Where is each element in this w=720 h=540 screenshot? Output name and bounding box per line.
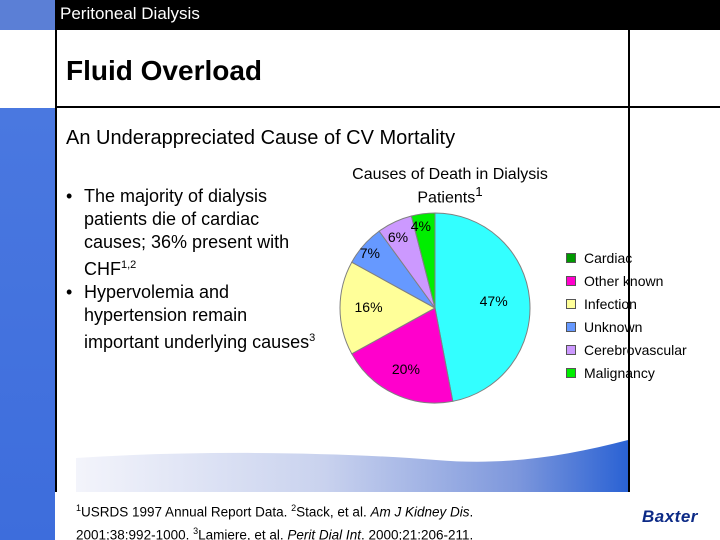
legend-item: Infection	[566, 292, 687, 315]
right-divider	[628, 30, 630, 492]
legend-swatch	[566, 344, 576, 355]
chart-legend: Cardiac Other known Infection Unknown Cerebr…	[566, 246, 687, 384]
legend-item: Cardiac	[566, 246, 687, 269]
slide-title: Fluid Overload	[66, 55, 263, 86]
legend-item: Unknown	[566, 315, 687, 338]
pie-slice-infection	[339, 261, 437, 355]
legend-item: Other known	[566, 269, 687, 292]
header-bar: Peritoneal Dialysis	[0, 0, 720, 30]
legend-item: Malignancy	[566, 361, 687, 384]
pie-slice-cardiac	[434, 212, 531, 402]
pie-label: 20%	[391, 360, 420, 377]
legend-label: Other known	[584, 272, 664, 289]
pie-label: 47%	[479, 293, 508, 310]
footnote: 1USRDS 1997 Annual Report Data. 2Stack, …	[76, 503, 474, 540]
left-accent-strip	[0, 108, 55, 540]
pie-label: 7%	[359, 244, 380, 261]
bullet-dot: •	[66, 282, 73, 302]
legend-item: Cerebrovascular	[566, 338, 687, 361]
legend-swatch	[566, 367, 576, 378]
bullet-list: • The majority of dialysis patients die …	[66, 185, 318, 354]
pie-label: 6%	[387, 228, 409, 245]
left-divider	[55, 30, 57, 492]
pie-label: 16%	[354, 299, 383, 315]
legend-swatch	[566, 321, 576, 332]
title-divider	[55, 106, 720, 108]
legend-label: Infection	[584, 295, 637, 312]
legend-label: Cerebrovascular	[584, 341, 687, 358]
pie-label: 4%	[410, 217, 431, 234]
legend-label: Cardiac	[584, 249, 633, 266]
legend-label: Unknown	[584, 318, 643, 335]
legend-swatch	[566, 252, 576, 263]
bullet-item: • Hypervolemia and hypertension remain i…	[66, 281, 318, 354]
bullet-text: Hypervolemia and hypertension remain imp…	[84, 282, 316, 352]
bullet-item: • The majority of dialysis patients die …	[66, 185, 318, 281]
header-title: Peritoneal Dialysis	[60, 4, 200, 23]
pie-chart	[339, 212, 531, 404]
legend-swatch	[566, 275, 576, 286]
bullet-dot: •	[66, 186, 73, 206]
decorative-wave	[76, 440, 628, 492]
legend-label: Malignancy	[584, 364, 655, 381]
pie-slice-malignancy	[410, 212, 436, 309]
header-accent	[0, 0, 55, 30]
slide-subtitle: An Underappreciated Cause of CV Mortalit…	[66, 127, 456, 149]
chart-title: Causes of Death in Dialysis Patients1	[320, 166, 580, 207]
bullet-text: The majority of dialysis patients die of…	[84, 186, 290, 279]
chart-title-text: Causes of Death in Dialysis Patients1	[352, 166, 548, 207]
pie-slice-other-known	[351, 307, 454, 404]
legend-swatch	[566, 298, 576, 309]
baxter-logo: Baxter	[642, 507, 698, 526]
